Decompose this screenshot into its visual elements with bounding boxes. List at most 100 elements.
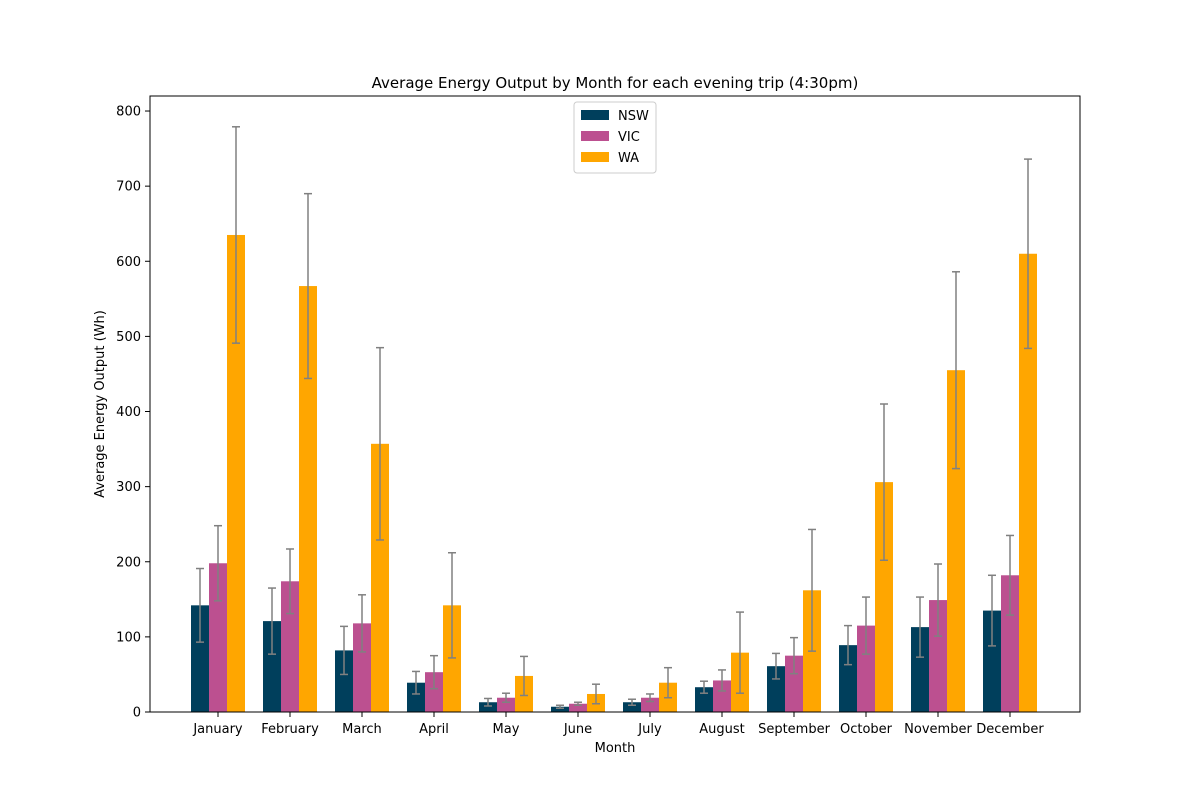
legend-swatch	[581, 131, 609, 141]
error-bar-vic-april	[430, 654, 438, 690]
error-bar-nsw-august	[700, 680, 708, 694]
x-axis-title: Month	[595, 741, 636, 756]
legend-item-wa: WA	[581, 151, 639, 166]
error-bar-vic-august	[718, 669, 726, 692]
bar-vic-january	[209, 563, 227, 712]
plot-frame	[149, 95, 1081, 713]
y-tick-label: 0	[133, 706, 141, 721]
error-bar-wa-october	[880, 403, 888, 562]
error-bar-wa-june	[592, 683, 600, 705]
bar-nsw-may	[479, 702, 497, 712]
legend-label: VIC	[618, 130, 640, 145]
error-bars-layer	[196, 126, 1032, 709]
error-bar-wa-november	[952, 271, 960, 470]
bar-nsw-november	[911, 627, 929, 712]
error-bar-wa-december	[1024, 158, 1032, 350]
bar-vic-may	[497, 697, 515, 712]
legend-label: WA	[618, 151, 639, 166]
legend-swatch	[581, 152, 609, 162]
y-tick-label: 300	[116, 480, 141, 495]
y-axis-title: Average Energy Output (Wh)	[93, 310, 108, 498]
error-bar-vic-november	[934, 563, 942, 637]
y-tick-label: 700	[116, 180, 141, 195]
bar-vic-july	[641, 697, 659, 712]
bar-nsw-january	[191, 605, 209, 712]
x-tick-label-september: September	[758, 722, 831, 737]
bar-nsw-december	[983, 610, 1001, 712]
bar-nsw-april	[407, 682, 425, 712]
error-bar-vic-january	[214, 524, 222, 602]
legend: NSW VIC WA	[573, 101, 657, 174]
error-bar-wa-july	[664, 666, 672, 699]
y-tick-label: 400	[116, 405, 141, 420]
bar-wa-february	[299, 286, 317, 712]
error-bar-nsw-january	[196, 567, 204, 643]
error-bar-wa-february	[304, 192, 312, 380]
chart-title: Average Energy Output by Month for each …	[372, 74, 859, 92]
bar-nsw-july	[623, 702, 641, 712]
bar-wa-november	[947, 370, 965, 712]
error-bar-wa-august	[736, 611, 744, 694]
error-bar-wa-january	[232, 126, 240, 344]
y-tick-label: 600	[116, 255, 141, 270]
bar-nsw-june	[551, 706, 569, 712]
bar-wa-october	[875, 482, 893, 712]
x-tick-label-june: June	[563, 722, 592, 737]
error-bar-vic-february	[286, 548, 294, 615]
bar-wa-march	[371, 443, 389, 712]
error-bar-vic-december	[1006, 534, 1014, 616]
bar-wa-december	[1019, 253, 1037, 712]
x-tick-label-january: January	[192, 722, 243, 737]
legend-swatch	[581, 110, 609, 120]
y-axis: 0 100 200 300 400 500 600 700 800	[116, 105, 150, 721]
error-bar-wa-september	[808, 528, 816, 652]
error-bar-wa-april	[448, 551, 456, 659]
error-bar-nsw-february	[268, 587, 276, 655]
bar-wa-january	[227, 234, 245, 712]
error-bar-vic-may	[502, 692, 510, 703]
error-bar-vic-october	[862, 596, 870, 655]
bar-vic-february	[281, 581, 299, 712]
legend-item-vic: VIC	[581, 130, 640, 145]
error-bar-vic-september	[790, 636, 798, 675]
x-tick-label-february: February	[261, 722, 319, 737]
error-bar-nsw-june	[556, 704, 564, 709]
y-tick-label: 500	[116, 330, 141, 345]
error-bar-vic-july	[646, 693, 654, 703]
bar-wa-april	[443, 605, 461, 712]
error-bar-nsw-may	[484, 697, 492, 707]
error-bar-nsw-november	[916, 596, 924, 658]
x-tick-label-november: November	[904, 722, 972, 737]
bar-vic-april	[425, 672, 443, 712]
error-bar-vic-march	[358, 594, 366, 653]
bar-vic-november	[929, 600, 947, 712]
y-tick-label: 200	[116, 555, 141, 570]
bars-layer	[191, 234, 1037, 712]
legend-item-nsw: NSW	[581, 109, 649, 124]
x-tick-label-may: May	[493, 722, 520, 737]
bar-nsw-october	[839, 645, 857, 712]
bar-nsw-march	[335, 650, 353, 712]
x-tick-label-december: December	[976, 722, 1044, 737]
x-tick-label-july: July	[637, 722, 662, 737]
x-tick-label-april: April	[419, 722, 449, 737]
error-bar-nsw-april	[412, 670, 420, 695]
bar-vic-december	[1001, 575, 1019, 712]
bar-vic-august	[713, 680, 731, 712]
error-bar-wa-may	[520, 655, 528, 697]
bar-vic-june	[569, 703, 587, 712]
bar-nsw-february	[263, 621, 281, 712]
bar-vic-september	[785, 655, 803, 712]
error-bar-nsw-september	[772, 652, 780, 680]
error-bar-nsw-december	[988, 574, 996, 647]
error-bar-nsw-march	[340, 625, 348, 676]
x-tick-label-october: October	[840, 722, 893, 737]
error-bar-nsw-july	[628, 698, 636, 706]
bar-nsw-august	[695, 687, 713, 712]
x-tick-label-march: March	[342, 722, 382, 737]
bar-vic-march	[353, 623, 371, 712]
x-tick-label-august: August	[699, 722, 745, 737]
error-bar-wa-march	[376, 346, 384, 541]
